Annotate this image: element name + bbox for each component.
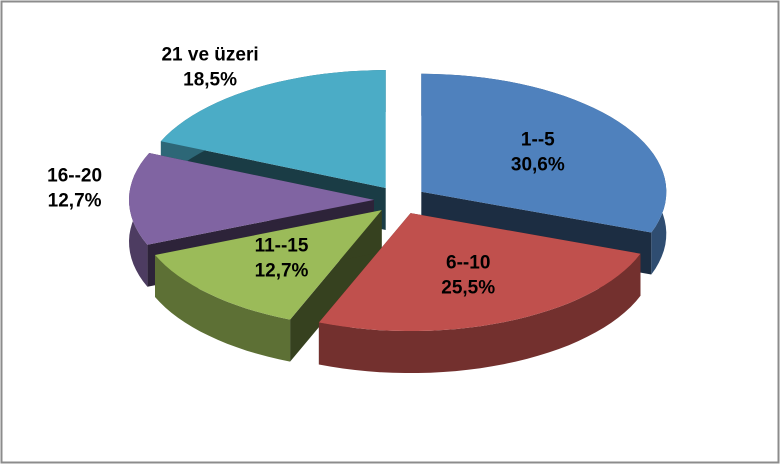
slice-wall — [318, 253, 641, 373]
slice-value-label: 25,5% — [441, 278, 495, 299]
slice-label: 16--20 — [47, 166, 102, 187]
slice-label: 21 ve üzeri — [161, 45, 258, 66]
slice — [155, 210, 382, 362]
slice-top — [155, 210, 382, 320]
slice-label: 1--5 — [521, 130, 555, 151]
slice — [318, 213, 641, 373]
slice-top — [160, 70, 386, 188]
slice-wall — [155, 255, 291, 362]
slice-value-label: 12,7% — [255, 261, 309, 282]
slice-value-label: 30,6% — [511, 155, 565, 176]
slice-value-label: 12,7% — [48, 191, 102, 212]
slice-label: 11--15 — [255, 236, 309, 257]
slice-label: 6--10 — [446, 253, 490, 274]
slice-top — [129, 153, 374, 245]
slice-value-label: 18,5% — [183, 70, 237, 91]
slice-top — [318, 213, 641, 331]
slice-top — [421, 73, 667, 233]
